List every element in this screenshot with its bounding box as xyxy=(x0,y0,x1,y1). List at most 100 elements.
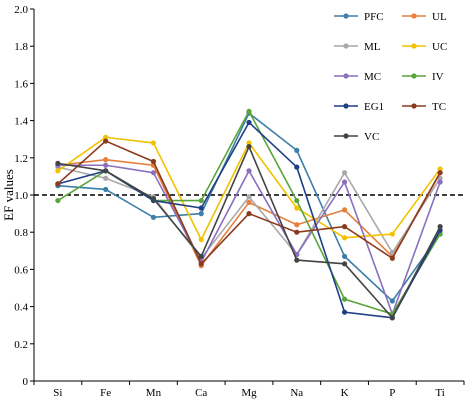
data-point xyxy=(294,222,300,228)
data-point xyxy=(437,224,443,230)
data-point xyxy=(389,315,395,321)
legend-item-pfc: PFC xyxy=(334,11,384,23)
x-tick-label: Mn xyxy=(146,387,162,399)
data-point xyxy=(294,257,300,263)
y-tick-label: 2.0 xyxy=(14,4,28,16)
legend-swatch-marker xyxy=(343,73,349,79)
y-tick-label: 0.2 xyxy=(14,339,28,351)
data-point xyxy=(389,250,395,256)
data-point xyxy=(341,207,348,213)
data-point xyxy=(389,231,395,237)
data-point xyxy=(246,199,252,206)
data-point xyxy=(103,157,109,163)
data-point xyxy=(389,255,395,261)
data-point xyxy=(341,179,348,185)
series-vc xyxy=(55,144,443,321)
data-point xyxy=(437,179,443,185)
legend-item-vc: VC xyxy=(334,131,379,143)
data-point xyxy=(55,160,61,166)
y-tick-label: 0.6 xyxy=(14,264,28,276)
data-point xyxy=(103,168,109,174)
y-tick-label: 0.4 xyxy=(14,302,28,314)
legend-item-ml: ML xyxy=(334,41,381,53)
data-point xyxy=(246,108,252,114)
x-tick-label: Mg xyxy=(241,387,257,399)
x-tick-label: K xyxy=(341,387,349,399)
legend-label: TC xyxy=(432,101,446,113)
data-point xyxy=(341,170,348,176)
legend-item-mc: MC xyxy=(334,71,381,83)
data-point xyxy=(198,205,204,211)
y-axis-title: EF values xyxy=(1,169,16,221)
data-point xyxy=(198,237,204,243)
series-ml xyxy=(55,164,443,261)
legend-swatch-marker xyxy=(411,43,417,49)
series-line xyxy=(57,136,441,242)
data-point xyxy=(341,261,348,267)
data-point xyxy=(341,235,348,241)
data-point xyxy=(103,134,109,140)
data-point xyxy=(246,119,252,126)
legend-label: UC xyxy=(432,41,447,53)
data-point xyxy=(246,144,252,150)
legend-swatch-marker xyxy=(343,133,349,139)
legend-swatch-marker xyxy=(411,103,417,109)
data-point xyxy=(294,197,300,204)
legend-label: UL xyxy=(432,11,447,23)
series-uc xyxy=(55,134,443,243)
legend-item-uc: UC xyxy=(402,41,447,53)
y-tick-label: 1.0 xyxy=(14,190,28,202)
legend-item-ul: UL xyxy=(402,11,447,23)
data-point xyxy=(294,164,300,170)
data-point xyxy=(150,196,157,202)
legend-swatch-marker xyxy=(411,13,417,19)
legend-swatch-marker xyxy=(411,73,417,79)
data-point xyxy=(246,168,252,174)
y-tick-label: 1.6 xyxy=(14,78,28,90)
data-point xyxy=(150,158,157,165)
series-eg1 xyxy=(55,119,443,321)
series-group xyxy=(55,108,443,321)
legend-item-iv: IV xyxy=(402,71,444,83)
data-point xyxy=(246,211,252,217)
x-tick-label: Fe xyxy=(100,387,111,399)
data-point xyxy=(437,170,443,176)
data-point xyxy=(294,147,300,153)
data-point xyxy=(437,166,443,172)
data-point xyxy=(341,296,348,302)
legend-label: MC xyxy=(364,71,381,83)
data-point xyxy=(103,186,109,193)
data-point xyxy=(246,194,252,200)
legend-swatch-marker xyxy=(343,103,349,109)
data-point xyxy=(103,175,109,181)
legend: PFC UL ML UC MC IV EG1 TC VC xyxy=(334,11,447,143)
legend-label: ML xyxy=(364,41,381,53)
data-point xyxy=(437,175,443,181)
y-tick-label: 0 xyxy=(23,376,29,388)
series-pfc xyxy=(55,110,443,304)
data-point xyxy=(341,309,348,315)
data-point xyxy=(198,253,204,259)
legend-swatch-marker xyxy=(343,43,349,49)
y-tick-label: 1.8 xyxy=(14,41,28,53)
x-tick-label: Na xyxy=(290,387,303,399)
x-tick-label: Si xyxy=(53,387,62,399)
data-point xyxy=(294,205,300,211)
x-tick-label: P xyxy=(389,387,395,399)
data-point xyxy=(55,197,61,204)
legend-label: IV xyxy=(432,71,444,83)
data-point xyxy=(198,261,204,267)
data-point xyxy=(103,138,109,144)
legend-item-eg1: EG1 xyxy=(334,101,384,113)
data-point xyxy=(294,229,300,235)
y-tick-label: 1.2 xyxy=(14,153,28,165)
x-tick-label: Ca xyxy=(195,387,207,399)
x-tick-label: Ti xyxy=(435,387,444,399)
data-point xyxy=(341,253,348,259)
legend-item-tc: TC xyxy=(402,101,446,113)
data-point xyxy=(198,197,204,204)
data-point xyxy=(55,168,61,174)
data-point xyxy=(150,214,157,220)
data-point xyxy=(198,211,204,217)
